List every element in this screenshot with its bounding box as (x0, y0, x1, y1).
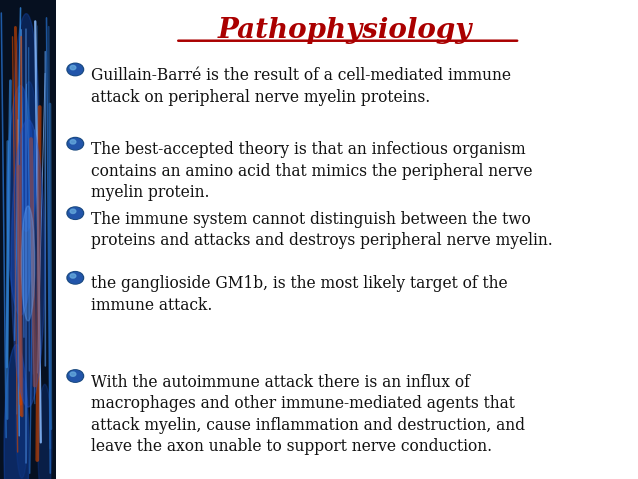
Circle shape (70, 66, 76, 70)
Circle shape (11, 120, 45, 407)
Circle shape (67, 63, 84, 76)
Text: Pathophysiology: Pathophysiology (218, 17, 471, 44)
Circle shape (67, 370, 84, 382)
Circle shape (67, 272, 84, 284)
Circle shape (21, 206, 35, 321)
Circle shape (16, 377, 28, 478)
Circle shape (68, 64, 82, 75)
Circle shape (38, 384, 52, 479)
Text: Guillain-Barré is the result of a cell-mediated immune
attack on peripheral nerv: Guillain-Barré is the result of a cell-m… (91, 67, 511, 105)
Circle shape (70, 140, 76, 144)
Text: The best-accepted theory is that an infectious organism
contains an amino acid t: The best-accepted theory is that an infe… (91, 141, 533, 201)
Circle shape (68, 371, 82, 381)
Text: the ganglioside GM1b, is the most likely target of the
immune attack.: the ganglioside GM1b, is the most likely… (91, 275, 508, 314)
Circle shape (70, 372, 76, 376)
Circle shape (67, 137, 84, 150)
FancyBboxPatch shape (0, 0, 56, 479)
Text: With the autoimmune attack there is an influx of
macrophages and other immune-me: With the autoimmune attack there is an i… (91, 374, 525, 455)
Circle shape (68, 208, 82, 218)
Circle shape (70, 209, 76, 214)
Circle shape (68, 273, 82, 283)
Circle shape (13, 13, 39, 231)
Circle shape (70, 274, 76, 278)
Circle shape (67, 207, 84, 219)
Circle shape (68, 138, 82, 149)
Circle shape (20, 81, 38, 228)
Text: The immune system cannot distinguish between the two
proteins and attacks and de: The immune system cannot distinguish bet… (91, 211, 553, 249)
Circle shape (7, 86, 34, 316)
Circle shape (4, 344, 29, 479)
